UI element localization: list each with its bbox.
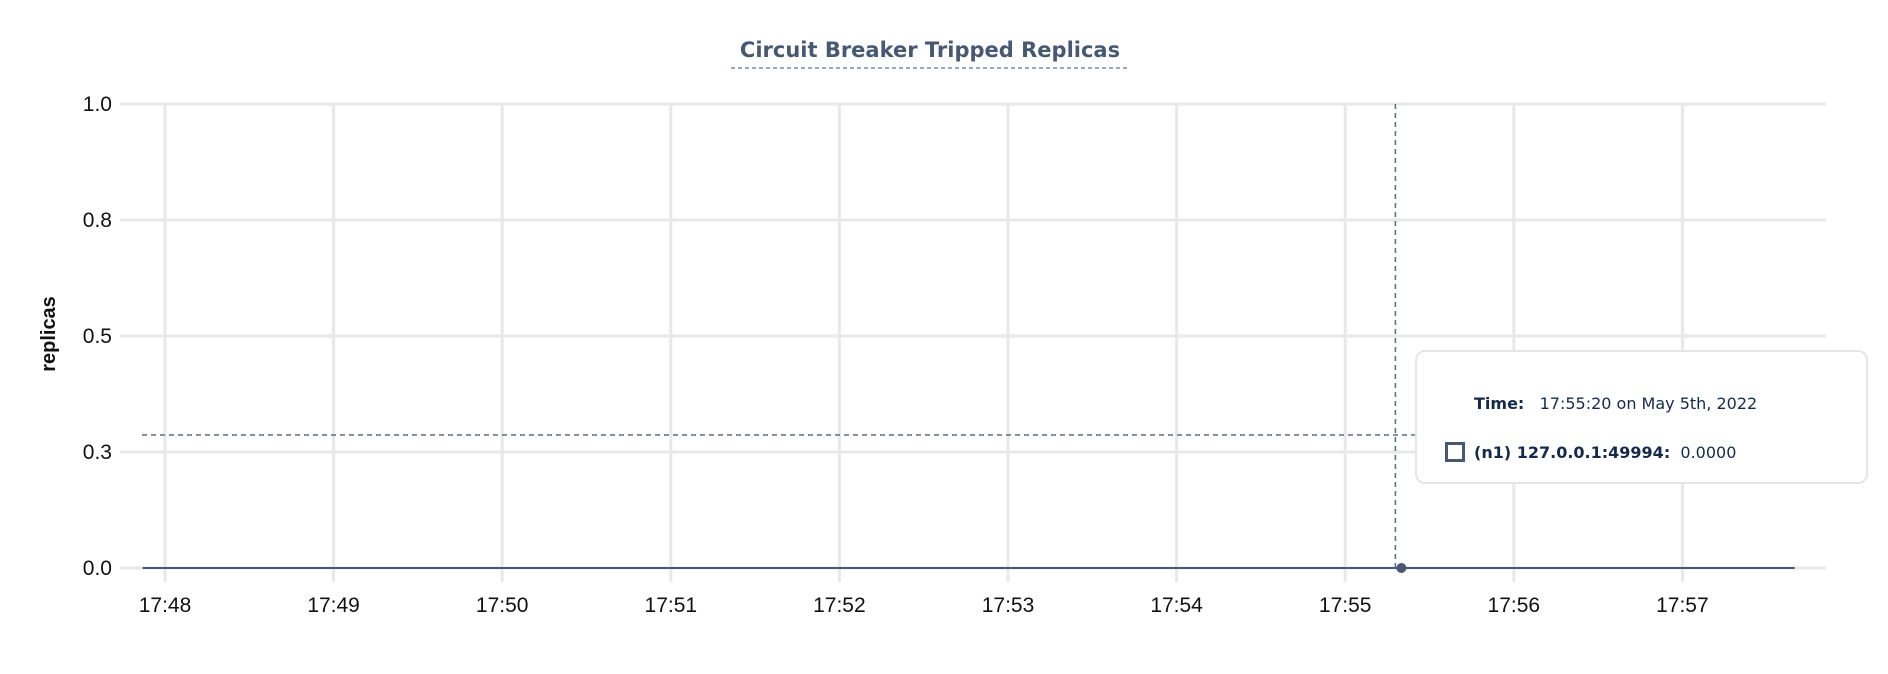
y-axis-label: replicas [38, 296, 60, 372]
hover-point [1396, 563, 1407, 573]
x-tick-label: 17:52 [813, 594, 866, 617]
chart-title: Circuit Breaker Tripped Replicas [740, 38, 1120, 62]
series-color-swatch-icon [1445, 442, 1465, 462]
x-tick-label: 17:55 [1319, 594, 1372, 617]
x-tick-label: 17:49 [307, 594, 360, 617]
x-tick-label: 17:50 [476, 594, 529, 617]
x-tick-label: 17:56 [1488, 594, 1541, 617]
x-tick-label: 17:54 [1150, 594, 1203, 617]
tooltip-series-label: (n1) 127.0.0.1:49994: [1474, 442, 1671, 462]
x-tick-label: 17:53 [982, 594, 1035, 617]
y-tick-label: 0.0 [83, 557, 112, 580]
tooltip-series-row: (n1) 127.0.0.1:49994: 0.0000 [1445, 442, 1736, 462]
hover-tooltip: Time: 17:55:20 on May 5th, 2022 (n1) 127… [1415, 350, 1868, 484]
y-tick-label: 1.0 [83, 93, 112, 116]
x-tick-label: 17:51 [645, 594, 698, 617]
tooltip-time-label: Time: [1474, 394, 1525, 413]
y-tick-label: 0.3 [83, 441, 112, 464]
y-tick-label: 0.8 [83, 209, 112, 232]
tooltip-time-value: 17:55:20 on May 5th, 2022 [1539, 394, 1758, 413]
y-tick-label: 0.5 [83, 325, 112, 348]
tooltip-series-value: 0.0000 [1680, 442, 1737, 462]
x-tick-label: 17:48 [139, 594, 192, 617]
tooltip-time: Time: 17:55:20 on May 5th, 2022 [1474, 394, 1757, 413]
x-tick-label: 17:57 [1656, 594, 1709, 617]
